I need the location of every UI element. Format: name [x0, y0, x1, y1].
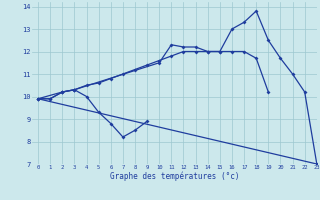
X-axis label: Graphe des températures (°c): Graphe des températures (°c): [110, 172, 239, 181]
